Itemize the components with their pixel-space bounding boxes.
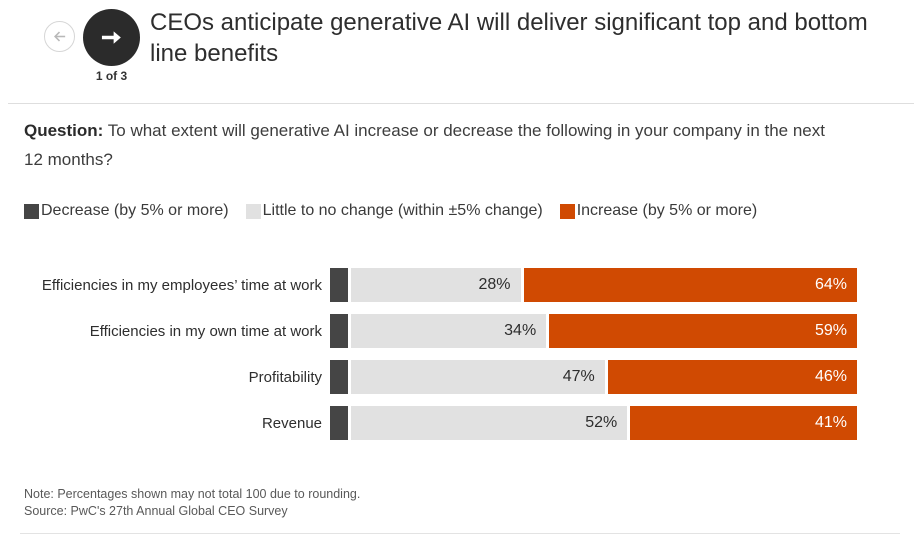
header: 1 of 3 CEOs anticipate generative AI wil… bbox=[0, 0, 922, 103]
bar: 34% 59% bbox=[330, 314, 857, 348]
little-change-segment: 52% bbox=[351, 406, 628, 440]
increase-segment: 64% bbox=[523, 268, 857, 302]
value-label: 59% bbox=[814, 322, 847, 339]
value-label: 47% bbox=[562, 368, 595, 385]
footer: Note: Percentages shown may not total 10… bbox=[24, 486, 922, 520]
increase-segment: 41% bbox=[630, 406, 857, 440]
bar: 47% 46% bbox=[330, 360, 857, 394]
bar: 28% 64% bbox=[330, 268, 857, 302]
chart-source: Source: PwC's 27th Annual Global CEO Sur… bbox=[24, 504, 288, 518]
category-label: Profitability bbox=[248, 368, 322, 386]
question-body: To what extent will generative AI increa… bbox=[24, 121, 825, 169]
decrease-segment bbox=[330, 268, 348, 302]
slide-counter: 1 of 3 bbox=[95, 69, 128, 83]
decrease-segment bbox=[330, 314, 348, 348]
question-text: Question: To what extent will generative… bbox=[24, 116, 848, 174]
previous-slide-button[interactable] bbox=[44, 21, 75, 52]
value-label: 41% bbox=[814, 414, 847, 431]
header-divider bbox=[8, 103, 914, 104]
value-label: 46% bbox=[814, 368, 847, 385]
value-label: 52% bbox=[585, 414, 618, 431]
arrow-left-icon bbox=[51, 28, 68, 45]
legend-label: Little to no change (within ±5% change) bbox=[262, 202, 543, 219]
category-label: Revenue bbox=[261, 414, 322, 432]
little-change-segment: 34% bbox=[351, 314, 547, 348]
increase-swatch bbox=[559, 203, 575, 219]
chart-row-efficiencies-employees-time: Efficiencies in my employees’ time at wo… bbox=[0, 268, 922, 302]
legend: Decrease (by 5% or more) Little to no ch… bbox=[24, 202, 922, 220]
stacked-bar-chart: Efficiencies in my employees’ time at wo… bbox=[0, 268, 922, 440]
value-label: 64% bbox=[814, 276, 847, 293]
legend-label: Increase (by 5% or more) bbox=[576, 202, 758, 219]
value-label: 28% bbox=[478, 276, 511, 293]
legend-label: Decrease (by 5% or more) bbox=[41, 202, 229, 219]
value-label: 34% bbox=[504, 322, 537, 339]
chart-note: Note: Percentages shown may not total 10… bbox=[24, 487, 361, 501]
legend-item-increase: Increase (by 5% or more) bbox=[559, 202, 758, 220]
next-slide-button[interactable] bbox=[83, 9, 140, 66]
little-change-segment: 47% bbox=[351, 360, 605, 394]
chart-row-efficiencies-own-time: Efficiencies in my own time at work 34% … bbox=[0, 314, 922, 348]
decrease-segment bbox=[330, 406, 348, 440]
increase-segment: 59% bbox=[549, 314, 857, 348]
question-label: Question: bbox=[24, 121, 104, 140]
category-label: Efficiencies in my own time at work bbox=[89, 322, 322, 340]
category-label: Efficiencies in my employees’ time at wo… bbox=[41, 276, 322, 294]
little-change-segment: 28% bbox=[351, 268, 521, 302]
chart-row-revenue: Revenue 52% 41% bbox=[0, 406, 922, 440]
bar: 52% 41% bbox=[330, 406, 857, 440]
decrease-segment bbox=[330, 360, 348, 394]
legend-item-decrease: Decrease (by 5% or more) bbox=[24, 202, 229, 220]
legend-item-little-change: Little to no change (within ±5% change) bbox=[245, 202, 543, 220]
increase-segment: 46% bbox=[607, 360, 857, 394]
page-title: CEOs anticipate generative AI will deliv… bbox=[150, 9, 868, 67]
arrow-right-icon bbox=[98, 24, 125, 51]
bottom-divider bbox=[20, 533, 900, 534]
chart-row-profitability: Profitability 47% 46% bbox=[0, 360, 922, 394]
decrease-swatch bbox=[24, 203, 39, 219]
little-change-swatch bbox=[245, 203, 261, 219]
